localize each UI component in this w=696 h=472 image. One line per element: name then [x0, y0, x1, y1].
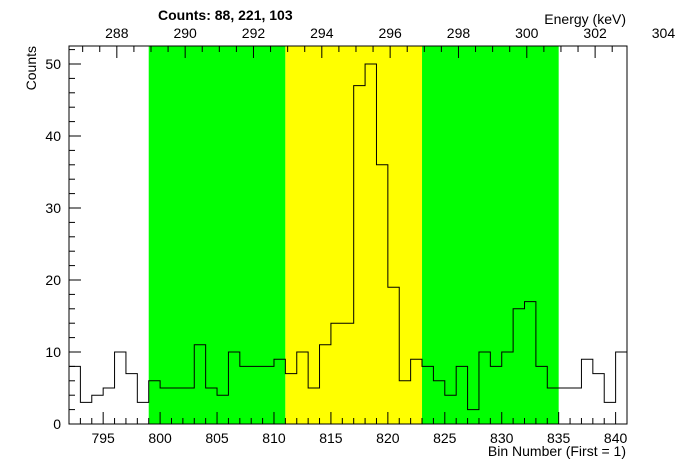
x-tick-label: 825 [433, 430, 457, 446]
y-axis-title: Counts [23, 46, 39, 90]
x-axis-title: Bin Number (First = 1) [488, 443, 626, 459]
x-tick-label: 805 [205, 430, 229, 446]
y-tick-label: 20 [45, 272, 61, 288]
y-tick-label: 50 [45, 56, 61, 72]
histogram-bin [92, 395, 103, 424]
x-tick-label: 840 [604, 430, 628, 446]
histogram-outline [69, 63, 627, 411]
x-tick-label: 830 [490, 430, 514, 446]
histogram-bin [570, 388, 581, 424]
axis-ticks [68, 46, 628, 425]
energy-axis-title: Energy (keV) [544, 11, 626, 27]
y-tick-label: 40 [45, 128, 61, 144]
histogram-bin [616, 352, 627, 424]
y-tick-label: 0 [53, 416, 61, 432]
histogram-bin [593, 374, 604, 424]
histogram-bin [559, 388, 570, 424]
region-background-right [422, 46, 559, 424]
energy-tick-label: 304 [652, 25, 676, 41]
energy-tick-label: 298 [447, 25, 471, 41]
chart-title: Counts: 88, 221, 103 [158, 7, 293, 23]
energy-tick-label: 300 [515, 25, 539, 41]
energy-tick-label: 296 [378, 25, 402, 41]
energy-tick-label: 294 [310, 25, 334, 41]
y-tick-label: 30 [45, 200, 61, 216]
histogram-bin [80, 402, 91, 424]
x-tick-label: 835 [547, 430, 571, 446]
energy-tick-label: 290 [173, 25, 197, 41]
energy-tick-label: 302 [583, 25, 607, 41]
x-tick-label: 810 [262, 430, 286, 446]
x-tick-label: 800 [148, 430, 172, 446]
x-tick-label: 815 [319, 430, 343, 446]
histogram-bin [581, 359, 592, 424]
histogram-bin [115, 352, 126, 424]
y-tick-label: 10 [45, 344, 61, 360]
histogram-layer [69, 63, 627, 424]
x-tick-label: 820 [376, 430, 400, 446]
histogram-bin [604, 402, 615, 424]
plot-frame [68, 45, 628, 425]
histogram-bin [103, 388, 114, 424]
energy-tick-label: 288 [105, 25, 129, 41]
histogram-bin [126, 374, 137, 424]
energy-tick-label: 292 [242, 25, 266, 41]
axis-tick-labels: 795 800 805 810 815 820 825 830 835 840 0 10 20 30 40 5… [45, 25, 675, 446]
x-tick-label: 795 [91, 430, 115, 446]
histogram-bin [137, 402, 148, 424]
region-background-left [148, 46, 286, 424]
